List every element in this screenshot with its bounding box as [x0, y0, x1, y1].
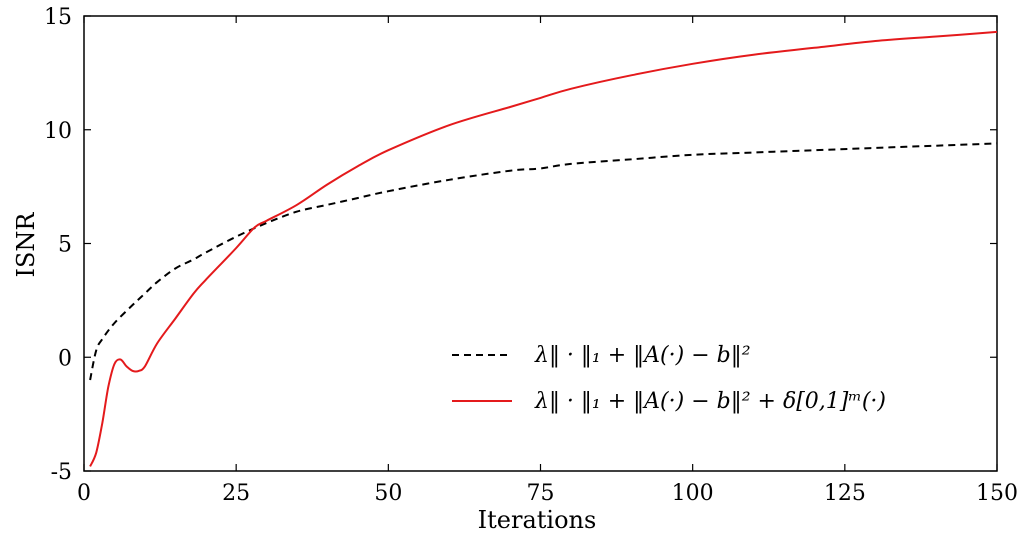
series-line-1 [89, 142, 998, 381]
legend: λ‖ · ‖₁ + ‖A(·) − b‖² λ‖ · ‖₁ + ‖A(·) − … [452, 343, 886, 414]
x-tick-label: 25 [222, 481, 250, 506]
y-tick-label: 0 [58, 346, 72, 371]
x-tick-label: 0 [77, 481, 91, 506]
y-tick-label: 10 [44, 119, 72, 144]
x-tick-label: 125 [824, 481, 866, 506]
x-tick-label: 50 [374, 481, 402, 506]
x-axis-label: Iterations [478, 506, 597, 533]
series-line-2 [89, 30, 998, 467]
y-axis-label: ISNR [12, 212, 40, 278]
legend-label-1: λ‖ · ‖₁ + ‖A(·) − b‖² [534, 343, 751, 368]
y-tick-label: 15 [44, 5, 72, 30]
x-tick-label: 100 [672, 481, 714, 506]
legend-label-2: λ‖ · ‖₁ + ‖A(·) − b‖² + δ[0,1]ᵐ(·) [534, 389, 886, 414]
x-tick-label: 150 [976, 481, 1018, 506]
y-tick-label: 5 [58, 233, 72, 258]
x-tick-label: 75 [527, 481, 555, 506]
y-tick-label: -5 [51, 460, 72, 485]
series-layer [89, 30, 998, 467]
